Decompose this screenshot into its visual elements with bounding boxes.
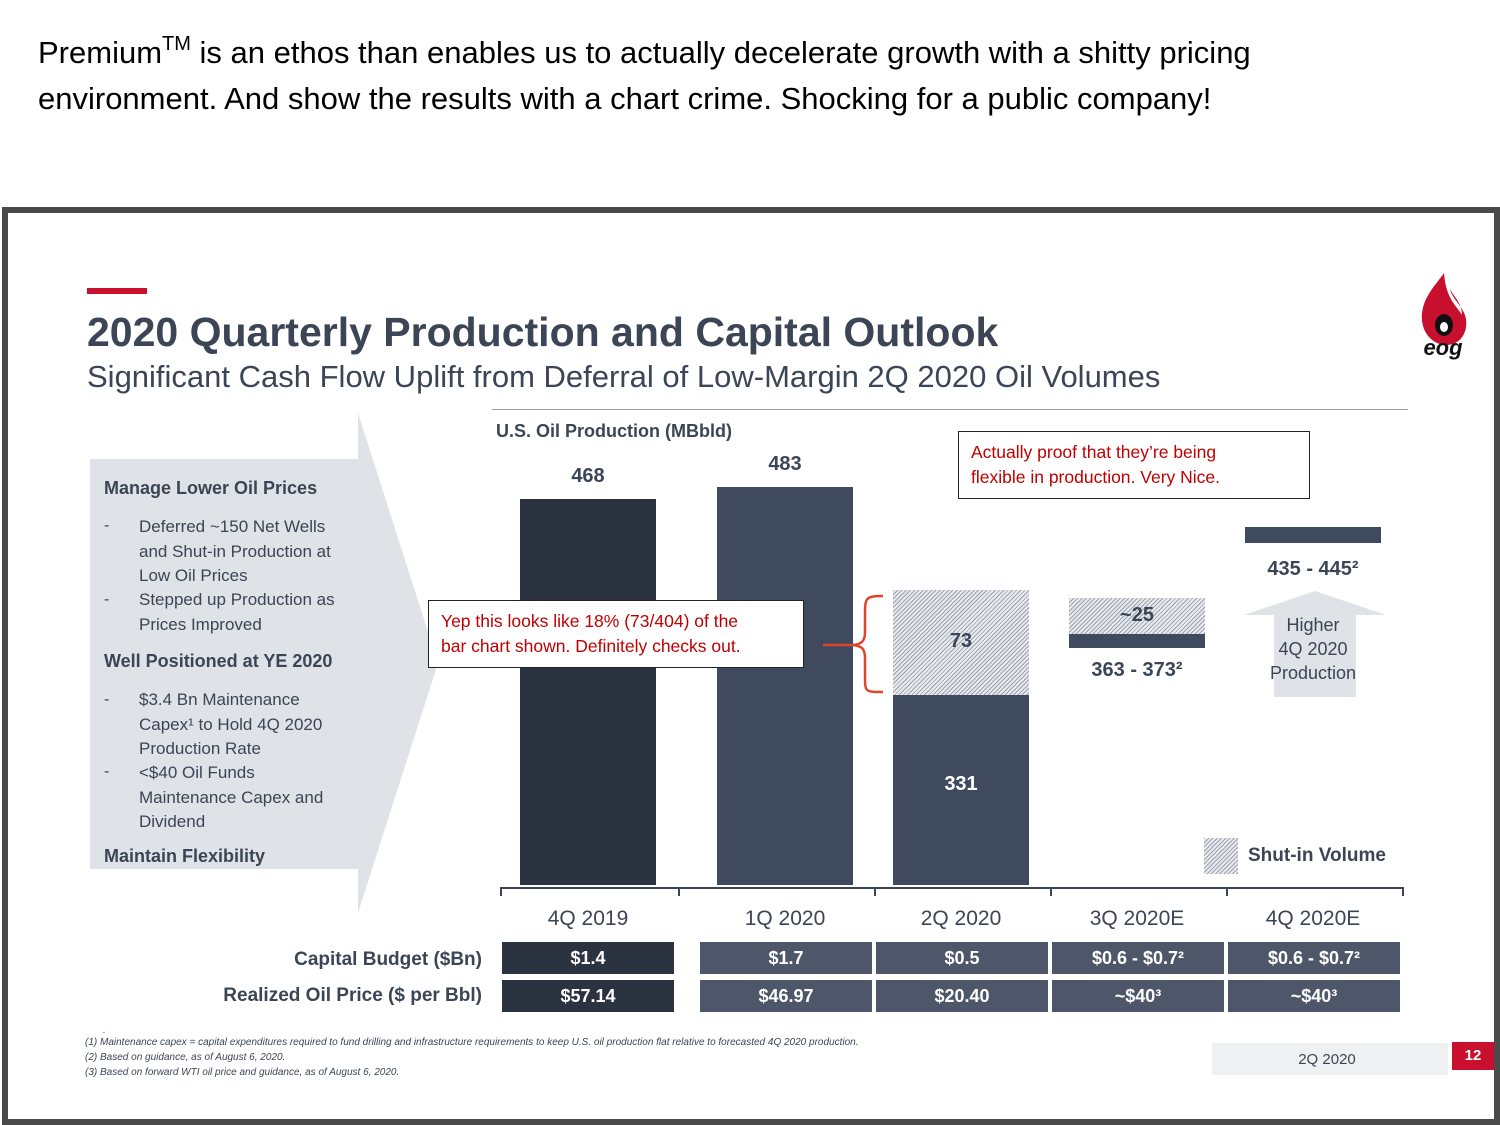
- bullet-line: Dividend: [139, 812, 206, 831]
- table-cell: $0.6 - $0.7²: [1052, 942, 1224, 974]
- side-heading-flexibility: Maintain Flexibility: [104, 846, 266, 866]
- x-axis-tick: [1050, 887, 1052, 896]
- bullet-line: Production Rate: [139, 739, 261, 758]
- x-axis-tick-label: 4Q 2020E: [1265, 907, 1361, 930]
- side-heading-manage: Manage Lower Oil Prices: [104, 478, 318, 498]
- bar-value-label: 468: [571, 464, 605, 487]
- caption-line-2: environment. And show the results with a…: [38, 81, 1212, 116]
- bullet-line: $3.4 Bn Maintenance: [139, 690, 300, 709]
- guidance-range-label: 435 - 445²: [1267, 558, 1359, 580]
- x-axis-tick: [500, 887, 502, 896]
- arrow-label-line: Production: [1269, 663, 1357, 683]
- caption-text-1: is an ethos than enables us to actually …: [190, 35, 1251, 70]
- caption-line-1: PremiumTM is an ethos than enables us to…: [38, 30, 1458, 76]
- table-cell: $0.5: [876, 942, 1048, 974]
- bullet-oil-funds: <$40 Oil Funds Maintenance Capex and Div…: [139, 761, 323, 835]
- x-axis-tick: [678, 887, 680, 896]
- slide-screenshot: 2020 Quarterly Production and Capital Ou…: [2, 207, 1500, 1125]
- x-axis-tick: [1402, 887, 1404, 896]
- bar-value-label: 483: [768, 452, 802, 475]
- chart-top-rule: [492, 409, 1408, 410]
- guidance-range-bar: [1245, 527, 1381, 543]
- bullet-dash: -: [104, 691, 110, 708]
- bullet-line: Prices Improved: [139, 614, 262, 634]
- page-footer: [1212, 1043, 1448, 1075]
- callout-line: Yep this looks like 18% (73/404) of the: [441, 611, 739, 631]
- row-label-realized-price: Realized Oil Price ($ per Bbl): [223, 985, 482, 1006]
- callout-flexible-production: Actually proof that they’re being flexib…: [958, 431, 1310, 499]
- higher-production-arrow: [1244, 591, 1386, 697]
- side-panel: [90, 459, 360, 869]
- table-cell: $57.14: [502, 980, 674, 1012]
- table-cell: $0.6 - $0.7²: [1228, 942, 1400, 974]
- footnote-3: (3) Based on forward WTI oil price and g…: [85, 1067, 400, 1078]
- slide-subtitle: Significant Cash Flow Uplift from Deferr…: [87, 359, 1161, 394]
- table-cell: $46.97: [700, 980, 872, 1012]
- bar-value-label: 331: [944, 773, 978, 795]
- shut-in-segment: [893, 590, 1029, 695]
- x-axis-tick: [1226, 887, 1228, 896]
- bullet-line: Stepped up Production as: [139, 590, 335, 609]
- footnote-2: (2) Based on guidance, as of August 6, 2…: [85, 1052, 286, 1063]
- caption-premium: Premium: [38, 35, 163, 70]
- post-caption: PremiumTM is an ethos than enables us to…: [38, 30, 1458, 122]
- bullet-line: <$40 Oil Funds: [139, 763, 255, 782]
- slide-title: 2020 Quarterly Production and Capital Ou…: [87, 309, 999, 355]
- shut-in-value-label: 73: [949, 630, 973, 652]
- chart-title: U.S. Oil Production (MBbld): [496, 421, 732, 441]
- x-axis-tick-label: 2Q 2020: [920, 907, 1002, 930]
- page-number: 12: [1452, 1042, 1494, 1070]
- x-axis-tick: [874, 887, 876, 896]
- bullet-maintenance-capex: $3.4 Bn Maintenance Capex¹ to Hold 4Q 20…: [139, 688, 322, 762]
- bullet-dash: -: [104, 591, 110, 608]
- bullet-line: Low Oil Prices: [139, 566, 248, 585]
- bullet-line: Deferred ~150 Net Wells: [139, 517, 326, 536]
- flame-icon: [1421, 273, 1467, 345]
- bar-chart: 468 483 331 73 ~25 363 - 373² 435 - 445² Higher…: [8, 213, 1494, 1119]
- bullet-stepped-up: Stepped up Production as Prices Improved: [139, 588, 335, 637]
- eog-logo: eog: [1406, 269, 1480, 365]
- guidance-range-label: 363 - 373²: [1091, 659, 1183, 681]
- table-cell: $1.4: [502, 942, 674, 974]
- table-cell: ~$40³: [1228, 980, 1400, 1012]
- x-axis-tick-label: 3Q 2020E: [1089, 907, 1185, 930]
- footnote-dot: .: [103, 1025, 106, 1036]
- shut-in-value-label: ~25: [1120, 604, 1154, 626]
- arrow-label-line: Higher: [1286, 615, 1340, 635]
- footnote-1: (1) Maintenance capex = capital expendit…: [85, 1037, 859, 1048]
- legend-label: Shut-in Volume: [1248, 845, 1386, 866]
- x-axis-tick-label: 4Q 2019: [547, 907, 629, 930]
- table-cell: ~$40³: [1052, 980, 1224, 1012]
- bullet-dash: -: [104, 763, 110, 780]
- bar-4q-2019: [520, 498, 656, 885]
- bar-2q-2020: [893, 695, 1029, 885]
- table-cell: $1.7: [700, 942, 872, 974]
- table-cell: $20.40: [876, 980, 1048, 1012]
- callout-line: Actually proof that they’re being: [971, 442, 1217, 462]
- red-brace-annotation: [823, 594, 884, 694]
- bar-1q-2020: [717, 486, 853, 885]
- callout-chart-crime: Yep this looks like 18% (73/404) of the …: [428, 600, 804, 668]
- callout-line: flexible in production. Very Nice.: [971, 467, 1221, 487]
- shut-in-segment: [1069, 598, 1205, 634]
- logo-text: eog: [1423, 335, 1463, 360]
- bullet-line: Capex¹ to Hold 4Q 2020: [139, 714, 323, 734]
- title-accent-bar: [87, 288, 147, 294]
- row-label-capital-budget: Capital Budget ($Bn): [294, 949, 482, 970]
- page-period-label: 2Q 2020: [1298, 1051, 1356, 1068]
- caption-trademark: TM: [162, 32, 191, 55]
- callout-line: bar chart shown. Definitely checks out.: [441, 636, 741, 656]
- bullet-line: Maintenance Capex and: [139, 787, 324, 807]
- x-axis-line: [500, 887, 1404, 889]
- side-heading-well-positioned: Well Positioned at YE 2020: [104, 651, 333, 671]
- legend-swatch: [1204, 838, 1238, 874]
- arrow-label-line: 4Q 2020: [1278, 639, 1348, 659]
- guidance-range-bar: [1069, 634, 1205, 648]
- side-panel-arrow: [358, 413, 438, 913]
- x-axis-tick-label: 1Q 2020: [744, 907, 826, 930]
- bullet-dash: -: [104, 517, 110, 534]
- bullet-line: and Shut-in Production at: [139, 541, 331, 561]
- bullet-deferred-wells: Deferred ~150 Net Wells and Shut-in Prod…: [139, 515, 331, 589]
